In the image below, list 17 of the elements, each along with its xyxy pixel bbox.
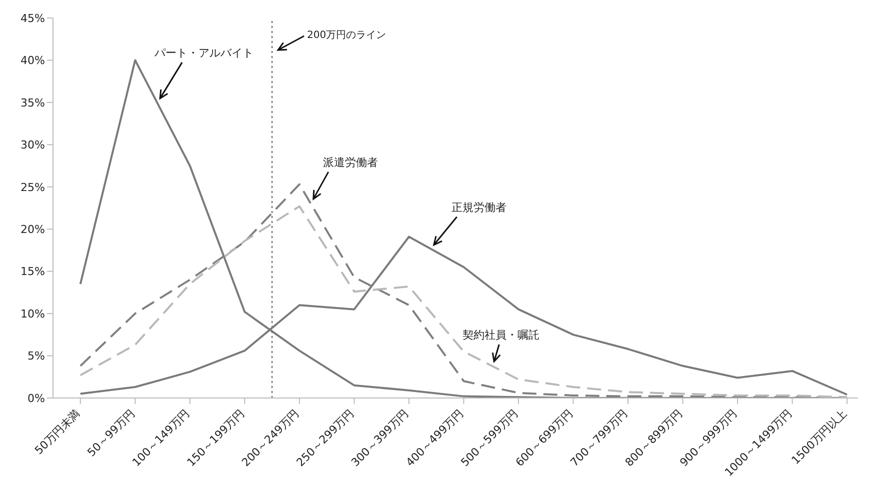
annotation: 200万円のライン [307,30,386,41]
text: 正規労働者 [451,200,506,214]
y-tick-label: 10% [20,307,45,320]
text: 派遣労働者 [322,156,378,169]
y-tick-label: 25% [20,180,45,194]
y-tick-label: 15% [20,265,45,278]
y-tick-label: 5% [28,350,45,363]
y-tick-label: 30% [20,138,45,152]
y-tick-label: 45% [20,12,45,25]
series-label: パート・アルバイト [154,46,254,60]
x-tick-label: 50万円未満 [32,406,82,458]
y-tick-label: 40% [20,54,45,68]
y-tick-label: 0% [28,392,45,405]
y-tick-label: 20% [20,223,45,236]
series-label: 契約社員・嘱託 [462,328,540,342]
x-tick-label: 50～99万円 [84,406,138,460]
y-tick-label: 35% [20,96,45,110]
